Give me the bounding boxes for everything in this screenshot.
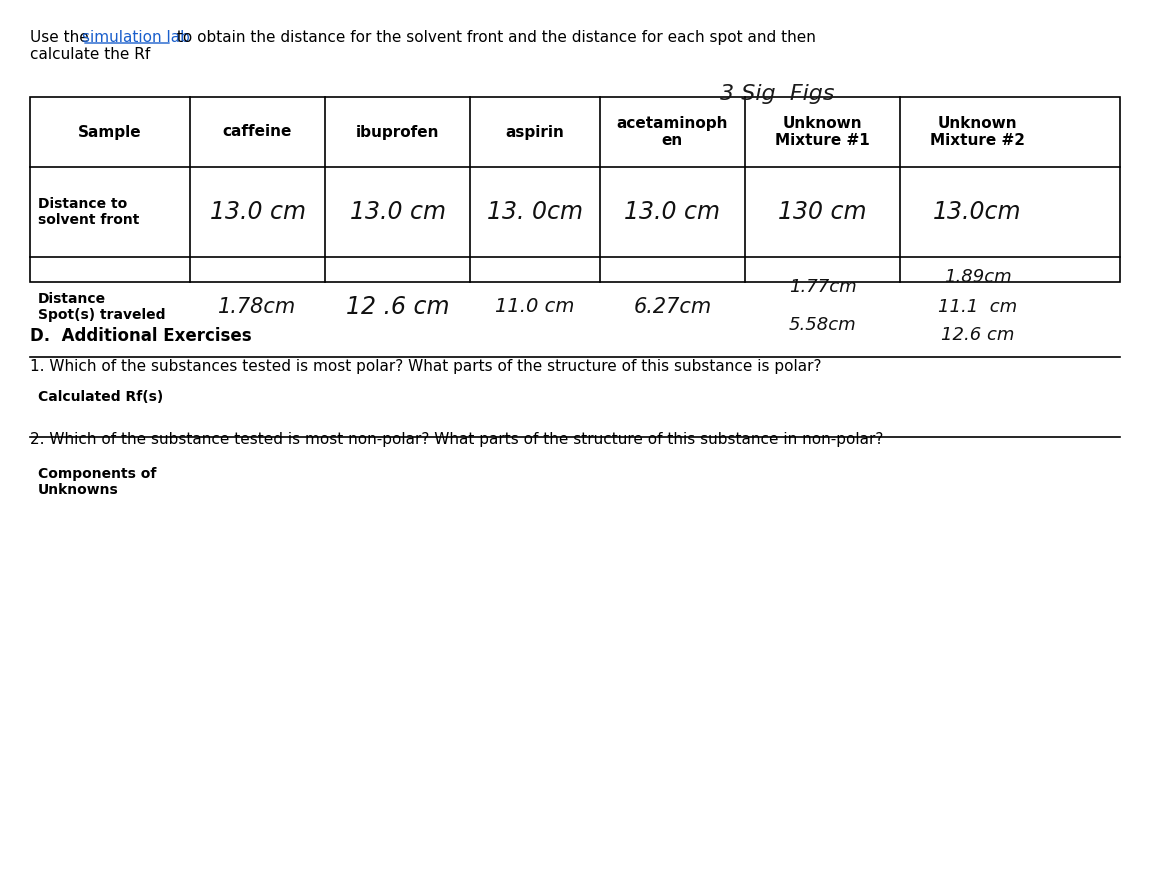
Text: Components of
Unknowns: Components of Unknowns xyxy=(38,467,156,497)
Text: to obtain the distance for the solvent front and the distance for each spot and : to obtain the distance for the solvent f… xyxy=(172,30,815,45)
Text: Unknown
Mixture #2: Unknown Mixture #2 xyxy=(930,116,1024,148)
Text: 13. 0cm: 13. 0cm xyxy=(487,200,583,224)
Text: 12 .6 cm: 12 .6 cm xyxy=(345,295,449,319)
Bar xyxy=(30,97,1120,282)
Text: 1. Which of the substances tested is most polar? What parts of the structure of : 1. Which of the substances tested is mos… xyxy=(30,359,821,374)
Text: aspirin: aspirin xyxy=(506,125,565,139)
Text: Distance to
solvent front: Distance to solvent front xyxy=(38,197,140,227)
Text: 13.0 cm: 13.0 cm xyxy=(209,200,306,224)
Text: 1.77cm: 1.77cm xyxy=(789,278,856,296)
Text: Sample: Sample xyxy=(79,125,142,139)
Text: caffeine: caffeine xyxy=(223,125,292,139)
Text: 1.78cm: 1.78cm xyxy=(218,297,297,317)
Text: calculate the Rf: calculate the Rf xyxy=(30,47,150,62)
Text: 11.1  cm: 11.1 cm xyxy=(938,298,1018,316)
Text: 3 Sig  Figs: 3 Sig Figs xyxy=(720,84,835,104)
Text: 130 cm: 130 cm xyxy=(778,200,866,224)
Text: 6.27cm: 6.27cm xyxy=(633,297,711,317)
Text: simulation lab: simulation lab xyxy=(82,30,189,45)
Text: 13.0 cm: 13.0 cm xyxy=(625,200,721,224)
Text: ibuprofen: ibuprofen xyxy=(356,125,439,139)
Text: 2. Which of the substance tested is most non-polar? What parts of the structure : 2. Which of the substance tested is most… xyxy=(30,432,884,447)
Text: Unknown
Mixture #1: Unknown Mixture #1 xyxy=(775,116,870,148)
Text: 13.0cm: 13.0cm xyxy=(933,200,1022,224)
Text: Distance
Spot(s) traveled: Distance Spot(s) traveled xyxy=(38,292,165,322)
Text: D.  Additional Exercises: D. Additional Exercises xyxy=(30,327,252,345)
Text: 1.89cm: 1.89cm xyxy=(944,268,1012,286)
Text: 11.0 cm: 11.0 cm xyxy=(495,298,575,317)
Text: Calculated Rf(s): Calculated Rf(s) xyxy=(38,390,163,404)
Text: Use the: Use the xyxy=(30,30,94,45)
Text: 5.58cm: 5.58cm xyxy=(789,316,856,334)
Text: 13.0 cm: 13.0 cm xyxy=(350,200,446,224)
Text: acetaminoph
en: acetaminoph en xyxy=(617,116,729,148)
Text: 12.6 cm: 12.6 cm xyxy=(941,326,1014,344)
